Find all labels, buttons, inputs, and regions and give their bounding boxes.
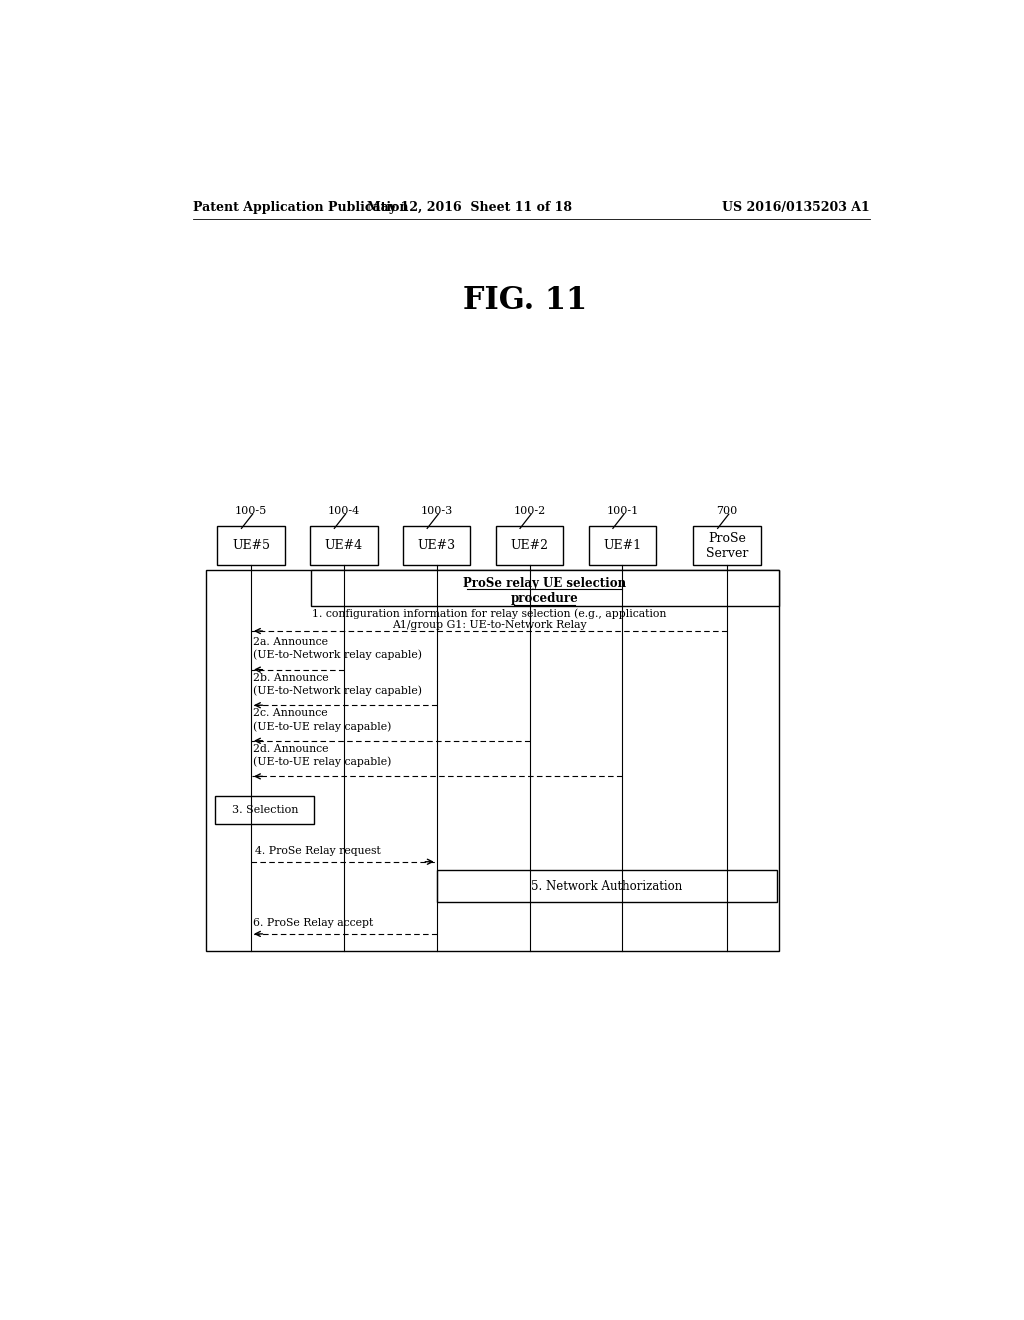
Text: 100-5: 100-5 — [234, 506, 267, 516]
Text: (UE-to-Network relay capable): (UE-to-Network relay capable) — [253, 685, 422, 696]
Bar — [310, 570, 778, 606]
Text: FIG. 11: FIG. 11 — [463, 285, 587, 317]
Text: 700: 700 — [717, 506, 738, 516]
Text: UE#5: UE#5 — [232, 539, 270, 552]
Text: (UE-to-Network relay capable): (UE-to-Network relay capable) — [253, 649, 422, 660]
Text: ProSe
Server: ProSe Server — [706, 532, 749, 560]
Text: 2d. Announce: 2d. Announce — [253, 744, 329, 754]
Bar — [215, 796, 314, 824]
Text: UE#1: UE#1 — [603, 539, 641, 552]
Text: 2a. Announce: 2a. Announce — [253, 638, 329, 647]
Text: procedure: procedure — [511, 591, 579, 605]
Bar — [310, 527, 378, 565]
Text: 100-3: 100-3 — [421, 506, 453, 516]
Text: 4. ProSe Relay request: 4. ProSe Relay request — [255, 846, 381, 855]
Text: Patent Application Publication: Patent Application Publication — [194, 201, 409, 214]
Text: 5. Network Authorization: 5. Network Authorization — [531, 879, 683, 892]
Bar — [403, 527, 470, 565]
Text: US 2016/0135203 A1: US 2016/0135203 A1 — [722, 201, 870, 214]
Bar — [589, 527, 656, 565]
Text: UE#2: UE#2 — [511, 539, 549, 552]
Bar — [217, 527, 285, 565]
Text: 6. ProSe Relay accept: 6. ProSe Relay accept — [253, 917, 374, 928]
Text: A1/group G1: UE-to-Network Relay: A1/group G1: UE-to-Network Relay — [392, 620, 587, 630]
Text: 100-1: 100-1 — [606, 506, 639, 516]
Text: May 12, 2016  Sheet 11 of 18: May 12, 2016 Sheet 11 of 18 — [367, 201, 571, 214]
Text: 100-2: 100-2 — [513, 506, 546, 516]
Text: 1. configuration information for relay selection (e.g., application: 1. configuration information for relay s… — [312, 609, 667, 619]
Text: (UE-to-UE relay capable): (UE-to-UE relay capable) — [253, 756, 392, 767]
Bar — [206, 570, 778, 952]
Text: UE#4: UE#4 — [325, 539, 362, 552]
Bar — [436, 870, 777, 903]
Text: 3. Selection: 3. Selection — [231, 805, 298, 814]
Bar — [693, 527, 761, 565]
Text: 100-4: 100-4 — [328, 506, 360, 516]
Text: UE#3: UE#3 — [418, 539, 456, 552]
Text: (UE-to-UE relay capable): (UE-to-UE relay capable) — [253, 721, 392, 731]
Text: ProSe relay UE selection: ProSe relay UE selection — [463, 577, 627, 590]
Bar — [496, 527, 563, 565]
Text: 2b. Announce: 2b. Announce — [253, 673, 329, 682]
Text: 2c. Announce: 2c. Announce — [253, 709, 328, 718]
